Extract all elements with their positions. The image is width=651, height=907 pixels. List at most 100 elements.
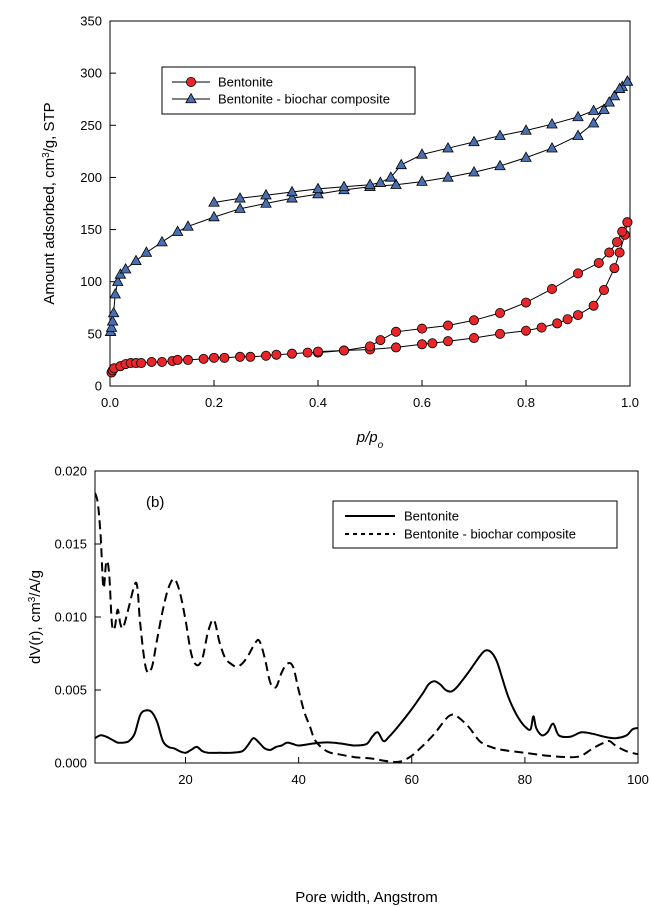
data-point-composite	[130, 254, 142, 266]
data-point-composite	[234, 192, 246, 203]
data-point-bentonite	[302, 347, 313, 358]
data-point-composite	[106, 315, 119, 326]
pore-size-y-tick-label: 0.005	[54, 683, 87, 698]
data-point-bentonite	[416, 339, 427, 350]
data-point-bentonite	[614, 247, 625, 258]
isotherm-chart: 0.0 0.2 0.4 0.6 0.8 1.0050100150200250300350 …	[41, 14, 640, 451]
data-point-composite	[312, 187, 324, 199]
legend-marker-circle	[185, 77, 196, 88]
data-point-composite	[442, 142, 454, 153]
data-point-bentonite	[552, 318, 563, 329]
data-point-composite	[260, 197, 272, 208]
data-point-bentonite	[547, 284, 558, 295]
isotherm-axis-ticks: 0.0 0.2 0.4 0.6 0.8 1.0 0 50 100 150 200 250 300 350	[80, 14, 639, 411]
legend-label-composite: Bentonite - biochar composite	[404, 527, 576, 542]
data-point-composite	[364, 178, 376, 189]
data-point-bentonite	[609, 263, 620, 274]
pore-size-y-axis-title: dV(r), cm3/A/g	[27, 570, 45, 664]
isotherm-y-tick-label: 0	[95, 379, 102, 394]
data-point-composite	[111, 275, 124, 286]
data-point-bentonite	[617, 226, 628, 237]
data-point-bentonite	[390, 342, 401, 353]
data-point-bentonite	[442, 336, 453, 347]
legend-swatch-composite	[172, 92, 210, 104]
data-point-composite	[603, 96, 616, 107]
data-point-bentonite	[604, 247, 615, 258]
data-point-bentonite	[468, 315, 479, 326]
data-point-composite	[416, 175, 428, 186]
data-point-bentonite	[588, 300, 599, 311]
data-point-bentonite	[375, 335, 386, 346]
isotherm-x-tick-label: 1.0	[621, 395, 639, 410]
isotherm-y-tick-label: 150	[80, 222, 102, 237]
data-point-bentonite	[521, 325, 532, 336]
ylabel-text: dV(r), cm	[27, 602, 44, 664]
isotherm-y-tick-label: 350	[80, 14, 102, 29]
pore-size-x-tick-label: 20	[178, 772, 192, 787]
data-point-composite	[208, 210, 220, 222]
data-point-composite	[312, 182, 324, 194]
legend-label-bentonite: Bentonite	[218, 75, 273, 90]
data-point-composite	[416, 148, 428, 159]
pore-size-x-tick-label: 40	[291, 772, 305, 787]
data-point-composite	[107, 306, 120, 318]
data-point-bentonite	[136, 358, 147, 369]
data-point-bentonite	[593, 257, 604, 268]
data-point-bentonite	[573, 310, 584, 321]
xlabel-subscript: o	[378, 440, 384, 451]
legend-swatch-bentonite	[172, 77, 210, 88]
data-point-bentonite	[562, 314, 573, 325]
isotherm-legend: Bentonite Bentonite - biochar composite	[161, 66, 416, 115]
data-point-composite	[572, 110, 584, 122]
data-point-composite	[546, 118, 558, 129]
data-point-composite	[286, 185, 298, 197]
data-point-composite	[105, 321, 118, 332]
data-point-bentonite	[156, 357, 167, 368]
data-point-bentonite	[427, 338, 438, 349]
isotherm-y-axis-title: Amount adsorbed, cm3/g, STP	[41, 102, 59, 304]
data-point-composite	[384, 171, 397, 182]
pore-size-axis-ticks: 20 40 60 80 100 0.000 0.005 0.010 0.015 0.020	[54, 464, 648, 788]
data-point-bentonite	[271, 349, 282, 360]
isotherm-y-tick-label: 200	[80, 170, 102, 185]
data-point-composite	[587, 116, 600, 128]
isotherm-y-tick-label: 100	[80, 274, 102, 289]
data-point-composite	[520, 151, 532, 162]
data-point-composite	[156, 235, 168, 247]
data-point-composite	[494, 159, 506, 171]
ylabel-superscript: 3	[27, 596, 38, 602]
pore-size-x-tick-label: 60	[405, 772, 419, 787]
legend-label-bentonite: Bentonite	[404, 509, 459, 524]
pore-size-y-tick-label: 0.020	[54, 464, 87, 479]
data-point-composite	[119, 262, 132, 274]
data-point-bentonite	[182, 354, 193, 365]
data-point-bentonite	[364, 341, 375, 352]
data-point-bentonite	[416, 323, 427, 334]
isotherm-markers	[104, 75, 634, 378]
data-point-composite	[234, 202, 246, 213]
data-point-bentonite	[622, 217, 633, 228]
pore-size-y-tick-label: 0.010	[54, 610, 87, 625]
data-point-bentonite	[494, 328, 505, 339]
isotherm-x-tick-label: 0.6	[413, 395, 431, 410]
isotherm-plot-area	[109, 20, 631, 387]
series-1-adsorption-line	[110, 81, 628, 332]
isotherm-x-tick-label: 0.0	[101, 395, 119, 410]
pore-size-chart: 20 40 60 80 100 0.000 0.005 0.010 0.015 0.020 (b)…	[27, 464, 649, 907]
data-point-bentonite	[390, 326, 401, 337]
data-point-composite	[338, 180, 350, 191]
data-point-composite	[114, 268, 127, 279]
isotherm-legend-box	[161, 66, 416, 115]
pore-size-legend: Bentonite Bentonite - biochar composite	[332, 500, 618, 549]
isotherm-x-tick-label: 0.2	[205, 395, 223, 410]
data-point-composite	[390, 178, 402, 189]
panel-label-b: (b)	[146, 494, 164, 511]
data-point-composite	[109, 288, 122, 299]
ylabel-superscript: 3	[41, 152, 52, 158]
data-point-bentonite	[612, 237, 623, 248]
isotherm-x-axis-title: p/po	[356, 429, 384, 451]
isotherm-x-tick-label: 0.4	[309, 395, 327, 410]
data-point-bentonite	[286, 348, 297, 359]
ylabel-text-end: /g, STP	[41, 102, 58, 152]
data-point-bentonite	[599, 285, 610, 296]
